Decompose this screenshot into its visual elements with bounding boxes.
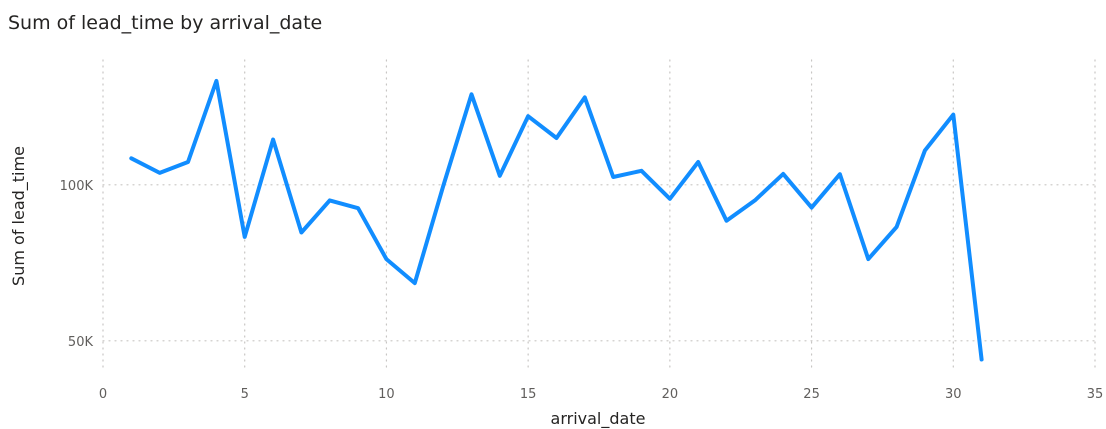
data-point[interactable]	[780, 171, 786, 177]
data-point[interactable]	[639, 168, 645, 174]
data-point[interactable]	[185, 159, 191, 165]
series-layer	[128, 78, 985, 363]
data-point[interactable]	[809, 205, 815, 211]
data-point[interactable]	[865, 256, 871, 262]
data-point[interactable]	[383, 256, 389, 262]
x-axis-title: arrival_date	[551, 409, 646, 429]
data-point[interactable]	[469, 91, 475, 97]
data-point[interactable]	[412, 280, 418, 286]
data-point[interactable]	[667, 196, 673, 202]
data-point[interactable]	[327, 197, 333, 203]
data-point[interactable]	[525, 113, 531, 119]
data-point[interactable]	[213, 78, 219, 84]
data-point[interactable]	[724, 218, 730, 224]
x-tick-label: 15	[520, 387, 537, 402]
data-point[interactable]	[440, 183, 446, 189]
y-tick-label: 50K	[68, 335, 94, 350]
data-point[interactable]	[950, 112, 956, 118]
gridlines	[102, 59, 1096, 373]
data-point[interactable]	[497, 173, 503, 179]
data-point[interactable]	[695, 159, 701, 165]
series-line	[129, 78, 984, 362]
x-tick-label: 35	[1087, 387, 1104, 402]
data-point[interactable]	[837, 171, 843, 177]
x-tick-label: 30	[945, 387, 962, 402]
data-point[interactable]	[894, 224, 900, 230]
y-axis-title: Sum of lead_time	[9, 146, 29, 286]
tick-labels: 0 5 10 15 20 25 30 35 50K 100K	[60, 179, 1104, 402]
x-tick-label: 20	[662, 387, 679, 402]
data-point[interactable]	[128, 155, 134, 161]
data-point[interactable]	[582, 94, 588, 100]
data-point[interactable]	[554, 135, 560, 141]
data-point[interactable]	[298, 230, 304, 236]
x-tick-label: 0	[99, 387, 107, 402]
x-tick-label: 5	[241, 387, 249, 402]
data-point[interactable]	[979, 357, 985, 363]
y-tick-label: 100K	[60, 179, 94, 194]
chart-title: Sum of lead_time by arrival_date	[8, 12, 323, 34]
x-tick-label: 25	[803, 387, 820, 402]
data-point[interactable]	[270, 137, 276, 143]
data-point[interactable]	[922, 148, 928, 154]
data-point[interactable]	[157, 170, 163, 176]
data-point[interactable]	[752, 197, 758, 203]
data-point[interactable]	[242, 234, 248, 240]
x-tick-label: 10	[378, 387, 395, 402]
data-point[interactable]	[355, 205, 361, 211]
data-point[interactable]	[610, 174, 616, 180]
